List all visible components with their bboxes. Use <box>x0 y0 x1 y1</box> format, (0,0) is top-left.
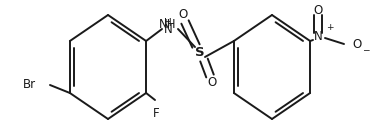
Text: N: N <box>314 29 323 42</box>
Text: +: + <box>326 23 334 33</box>
Text: −: − <box>362 46 369 55</box>
Text: O: O <box>179 8 187 21</box>
Text: F: F <box>153 107 159 120</box>
Text: H: H <box>164 18 172 28</box>
Text: O: O <box>352 38 361 51</box>
Text: N: N <box>164 23 172 36</box>
Text: O: O <box>207 75 217 88</box>
Text: S: S <box>195 46 205 59</box>
Text: NH: NH <box>159 18 177 31</box>
Text: Br: Br <box>23 79 36 92</box>
Text: O: O <box>313 3 323 16</box>
